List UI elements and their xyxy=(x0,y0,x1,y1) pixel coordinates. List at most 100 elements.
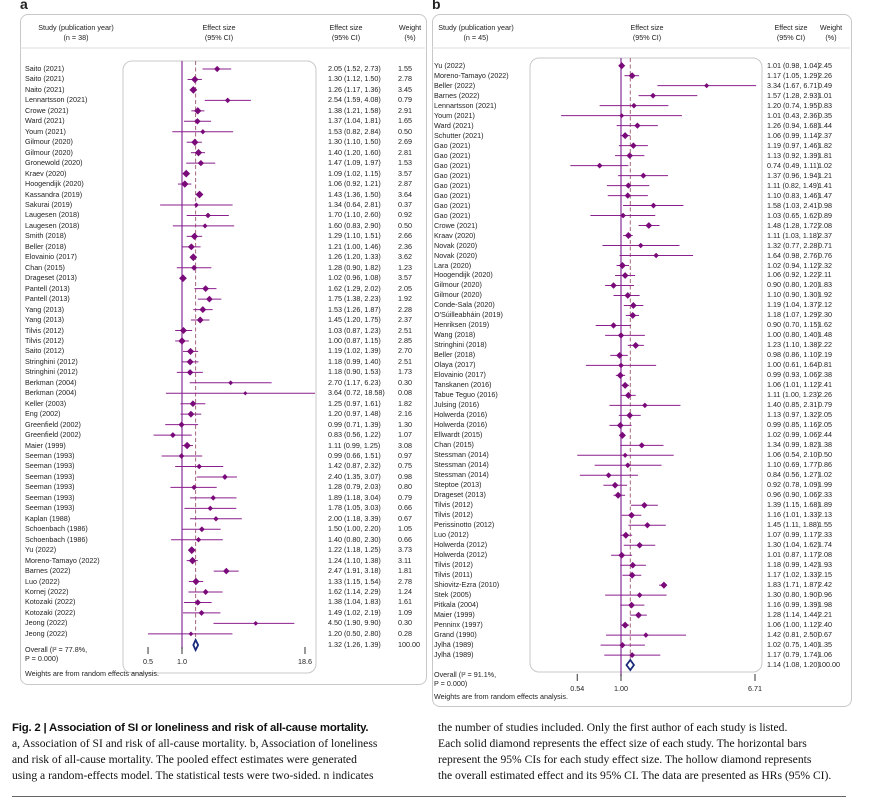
study-label: Drageset (2013) xyxy=(25,273,77,283)
study-diamond xyxy=(634,122,641,129)
study-label: Berkman (2004) xyxy=(25,377,77,387)
header-effect: Effect size xyxy=(774,23,808,32)
study-label: Pantell (2013) xyxy=(25,294,70,304)
study-weight: 0.79 xyxy=(818,400,832,410)
caption-title: Fig. 2 | Association of SI or loneliness… xyxy=(12,722,369,734)
study-label: Stessman (2014) xyxy=(434,450,489,460)
study-diamond xyxy=(207,505,213,512)
study-label: Yang (2013) xyxy=(25,315,65,325)
study-weight: 1.21 xyxy=(818,170,832,180)
study-label: Ward (2021) xyxy=(25,116,65,126)
study-weight: 2.70 xyxy=(398,346,412,356)
study-weight: 1.62 xyxy=(818,320,832,330)
study-label: Elovainio (2017) xyxy=(25,252,77,262)
study-weight: 0.79 xyxy=(398,95,412,105)
study-weight: 2.66 xyxy=(398,231,412,241)
study-diamond xyxy=(196,463,202,470)
study-weight: 1.05 xyxy=(398,524,412,534)
effect-size-ci: 0.92 (0.78, 1.09) xyxy=(767,480,820,490)
study-diamond xyxy=(191,484,197,491)
study-diamond xyxy=(636,541,643,549)
study-label: Julsing (2016) xyxy=(434,400,480,410)
study-weight: 2.37 xyxy=(818,230,832,240)
study-label: Drageset (2013) xyxy=(434,490,486,500)
effect-size-ci: 1.19 (1.02, 1.39) xyxy=(328,346,381,356)
study-label: Gao (2021) xyxy=(434,210,471,220)
effect-size-ci: 1.32 (0.77, 2.28) xyxy=(767,240,820,250)
study-diamond xyxy=(621,132,629,140)
effect-size-ci: 4.50 (1.90, 9.90) xyxy=(328,618,381,628)
effect-size-ci: 1.37 (1.04, 1.81) xyxy=(328,116,381,126)
study-diamond xyxy=(628,511,635,519)
effect-size-ci: 1.57 (1.28, 2.93) xyxy=(767,90,820,100)
study-weight: 2.15 xyxy=(818,570,832,580)
study-label: Greenfield (2002) xyxy=(25,419,81,429)
effect-size-ci: 1.20 (0.97, 1.48) xyxy=(328,409,381,419)
plot-area xyxy=(529,57,763,673)
study-diamond xyxy=(181,180,189,188)
study-weight: 0.30 xyxy=(398,377,412,387)
caption-line: represent the 95% CIs for each study eff… xyxy=(438,753,812,766)
effect-size-ci: 1.22 (1.18, 1.25) xyxy=(328,545,381,555)
effect-size-ci: 1.02 (0.99, 1.06) xyxy=(767,430,820,440)
study-weight: 2.13 xyxy=(818,510,832,520)
header-ci: (95% CI) xyxy=(331,33,361,42)
study-weight: 1.82 xyxy=(398,398,412,408)
bottom-rule xyxy=(12,796,846,797)
effect-size-ci: 3.64 (0.72, 18.58) xyxy=(328,388,385,398)
study-diamond xyxy=(169,432,176,439)
study-label: Kornej (2022) xyxy=(25,587,69,596)
study-diamond xyxy=(619,113,625,119)
study-label: Gao (2021) xyxy=(434,180,471,190)
study-weight: 2.87 xyxy=(398,179,412,189)
study-label: Youm (2021) xyxy=(434,110,475,120)
plot-area xyxy=(122,60,317,674)
effect-size-ci: 2.54 (1.59, 4.08) xyxy=(328,95,381,105)
study-diamond xyxy=(195,190,204,199)
effect-size-ci: 1.20 (0.74, 1.95) xyxy=(767,100,820,110)
effect-size-ci: 1.11 (0.99, 1.25) xyxy=(328,440,381,450)
study-diamond xyxy=(198,526,205,533)
effect-size-ci: 1.17 (1.05, 1.29) xyxy=(767,70,820,80)
study-diamond xyxy=(253,620,259,626)
study-diamond xyxy=(629,561,637,569)
study-diamond xyxy=(643,632,649,638)
study-weight: 2.05 xyxy=(818,420,832,430)
effect-size-ci: 1.34 (0.64, 2.81) xyxy=(328,199,381,209)
effect-size-ci: 1.38 (1.21, 1.58) xyxy=(328,105,381,115)
caption-line: Each solid diamond represents the effect… xyxy=(438,737,807,750)
study-weight: 0.50 xyxy=(398,126,412,136)
study-label: Maier (1999) xyxy=(25,440,66,450)
study-label: Jylhä (1989) xyxy=(434,650,474,660)
effect-size-ci: 0.83 (0.56, 1.22) xyxy=(328,430,381,440)
study-diamond xyxy=(636,592,643,599)
study-weight: 1.92 xyxy=(398,294,412,304)
effect-size-ci: 1.48 (1.28, 1.72) xyxy=(767,220,820,230)
study-weight: 1.98 xyxy=(818,600,832,610)
effect-size-ci: 1.70 (1.10, 2.60) xyxy=(328,210,381,220)
effect-size-ci: 1.26 (1.17, 1.36) xyxy=(328,84,381,94)
study-weight: 2.51 xyxy=(398,325,412,335)
effect-size-ci: 1.18 (1.07, 1.29) xyxy=(767,310,820,320)
effect-size-ci: 0.84 (0.56, 1.27) xyxy=(767,470,820,480)
study-label: Kotozaki (2022) xyxy=(25,607,76,617)
study-diamond xyxy=(621,272,629,279)
study-diamond xyxy=(194,149,203,157)
study-label: Kotozaki (2022) xyxy=(25,597,76,607)
header-study: Study (publication year) xyxy=(438,23,514,32)
study-weight: 0.28 xyxy=(398,628,412,638)
study-diamond xyxy=(628,72,636,80)
study-weight: 0.08 xyxy=(398,388,412,398)
effect-size-ci: 0.90 (0.70, 1.15) xyxy=(767,320,820,330)
study-diamond xyxy=(596,162,603,169)
study-label: Holwerda (2016) xyxy=(434,410,488,420)
study-label: Stringhini (2012) xyxy=(25,367,78,377)
study-diamond xyxy=(189,253,198,262)
study-weight: 3.64 xyxy=(398,189,412,199)
study-weight: 0.98 xyxy=(818,200,832,210)
study-diamond xyxy=(621,621,629,629)
effect-size-ci: 1.02 (0.75, 1.40) xyxy=(767,640,820,650)
effect-size-ci: 1.02 (0.94, 1.12) xyxy=(767,260,820,270)
study-weight: 1.74 xyxy=(818,540,832,550)
